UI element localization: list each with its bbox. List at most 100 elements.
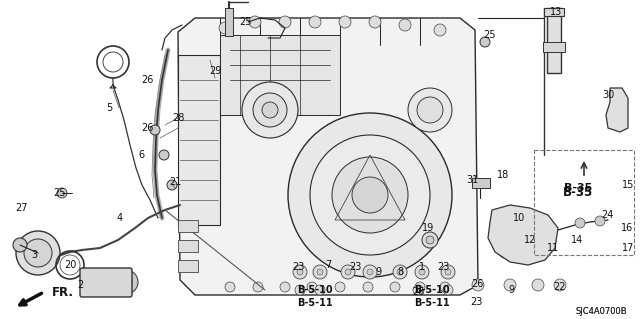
Circle shape (120, 276, 132, 288)
Circle shape (445, 269, 451, 275)
Text: 23: 23 (437, 262, 449, 272)
Bar (544, 8, 564, 16)
Text: 12: 12 (524, 235, 536, 245)
Circle shape (422, 232, 438, 248)
Circle shape (415, 282, 425, 292)
Text: B-5-10: B-5-10 (297, 285, 333, 295)
Text: B-5-10: B-5-10 (414, 285, 450, 295)
Bar (547, 8, 561, 73)
Bar (178, 240, 198, 252)
Text: 9: 9 (375, 267, 381, 277)
Text: 23: 23 (470, 297, 482, 307)
Circle shape (339, 16, 351, 28)
Text: 26: 26 (471, 279, 483, 289)
Text: 6: 6 (138, 150, 144, 160)
Text: 11: 11 (547, 243, 559, 253)
Text: 4: 4 (117, 213, 123, 223)
Text: 15: 15 (622, 180, 634, 190)
Bar (472, 178, 490, 188)
Bar (543, 42, 565, 52)
Text: 13: 13 (550, 7, 562, 17)
Circle shape (390, 282, 400, 292)
Circle shape (310, 135, 430, 255)
Circle shape (397, 269, 403, 275)
Circle shape (249, 16, 261, 28)
Circle shape (309, 16, 321, 28)
Circle shape (504, 209, 516, 221)
FancyBboxPatch shape (178, 55, 220, 225)
Circle shape (297, 269, 303, 275)
Circle shape (57, 188, 67, 198)
Circle shape (341, 265, 355, 279)
Circle shape (313, 265, 327, 279)
Circle shape (253, 282, 263, 292)
Circle shape (532, 279, 544, 291)
Circle shape (16, 231, 60, 275)
Circle shape (369, 16, 381, 28)
Circle shape (307, 282, 317, 292)
Text: 19: 19 (422, 223, 434, 233)
Circle shape (317, 269, 323, 275)
Circle shape (399, 19, 411, 31)
Circle shape (279, 16, 291, 28)
Circle shape (595, 216, 605, 226)
Circle shape (417, 97, 443, 123)
Circle shape (534, 214, 546, 226)
Text: 27: 27 (16, 203, 28, 213)
Circle shape (507, 212, 513, 218)
Text: 5: 5 (106, 103, 112, 113)
Bar (178, 220, 198, 232)
Text: 26: 26 (141, 75, 153, 85)
Circle shape (419, 269, 425, 275)
Circle shape (575, 218, 585, 228)
Text: 23: 23 (292, 262, 304, 272)
Text: 21: 21 (169, 177, 181, 187)
Circle shape (440, 282, 450, 292)
Polygon shape (178, 18, 478, 295)
Text: 24: 24 (601, 210, 613, 220)
Text: 18: 18 (497, 170, 509, 180)
Text: 17: 17 (622, 243, 634, 253)
Circle shape (547, 237, 553, 243)
Text: 25: 25 (483, 30, 495, 40)
Circle shape (114, 270, 138, 294)
Circle shape (219, 22, 231, 34)
Text: 31: 31 (466, 175, 478, 185)
Bar (225, 8, 233, 36)
Polygon shape (488, 205, 558, 265)
Circle shape (253, 93, 287, 127)
Circle shape (24, 239, 52, 267)
Circle shape (393, 265, 407, 279)
Circle shape (480, 37, 490, 47)
Circle shape (332, 157, 408, 233)
Bar (220, 35, 340, 115)
Bar (178, 260, 198, 272)
Circle shape (408, 88, 452, 132)
Circle shape (335, 282, 345, 292)
Circle shape (426, 236, 434, 244)
Text: 8: 8 (397, 267, 403, 277)
Text: 9: 9 (508, 285, 514, 295)
Text: B-5-11: B-5-11 (297, 298, 333, 308)
Text: 29: 29 (209, 66, 221, 76)
Circle shape (352, 177, 388, 213)
Bar (534, 150, 634, 255)
Circle shape (499, 246, 511, 258)
Circle shape (504, 279, 516, 291)
Circle shape (363, 265, 377, 279)
Text: 20: 20 (64, 260, 76, 270)
Text: 22: 22 (554, 282, 566, 292)
Circle shape (13, 238, 27, 252)
Circle shape (434, 24, 446, 36)
Circle shape (544, 234, 556, 246)
Text: 30: 30 (602, 90, 614, 100)
Text: SJC4A0700B: SJC4A0700B (575, 308, 627, 316)
Text: SJC4A0700B: SJC4A0700B (575, 308, 627, 316)
Text: 25: 25 (240, 17, 252, 27)
Circle shape (293, 265, 307, 279)
Text: 14: 14 (571, 235, 583, 245)
Text: B-35: B-35 (563, 186, 593, 198)
Circle shape (363, 282, 373, 292)
Circle shape (367, 269, 373, 275)
Text: 26: 26 (412, 287, 424, 297)
